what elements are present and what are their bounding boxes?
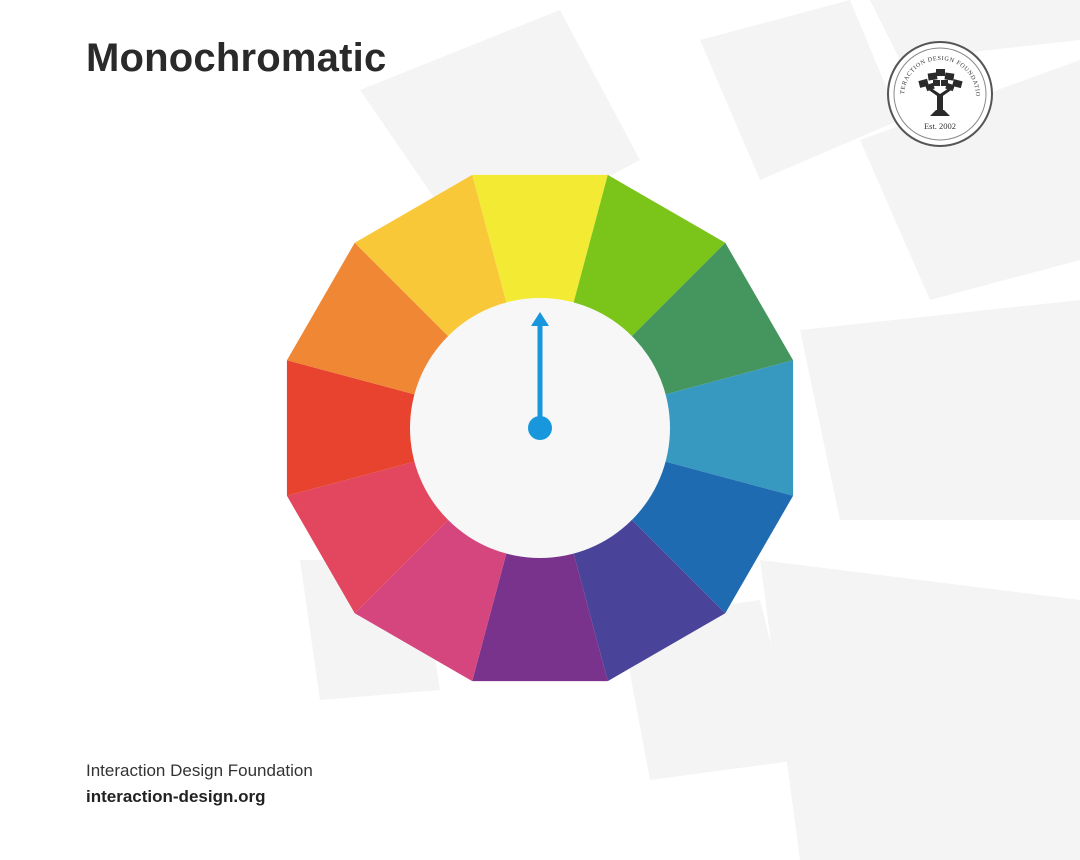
wheel-segment-2 xyxy=(573,174,726,338)
logo-est-text: Est. 2002 xyxy=(924,121,956,131)
wheel-segment-4 xyxy=(663,360,794,496)
wheel-segment-8 xyxy=(354,518,507,682)
footer: Interaction Design Foundation interactio… xyxy=(86,758,313,810)
idf-logo: INTERACTION DESIGN FOUNDATION Est. 2002 xyxy=(886,40,993,147)
arrow-up-icon xyxy=(531,312,549,326)
footer-org-name: Interaction Design Foundation xyxy=(86,761,313,780)
wheel-segments xyxy=(286,174,794,682)
page-title: Monochromatic xyxy=(86,36,387,80)
wheel-segment-1 xyxy=(472,174,608,305)
tree-icon xyxy=(918,69,963,116)
wheel-segment-9 xyxy=(286,461,450,614)
wheel-segment-11 xyxy=(286,242,450,395)
wheel-segment-3 xyxy=(630,242,794,395)
wheel-segment-7 xyxy=(472,551,608,682)
footer-url-link[interactable]: interaction-design.org xyxy=(86,787,266,806)
color-wheel xyxy=(286,174,794,682)
pointer-pivot xyxy=(528,416,552,440)
wheel-segment-6 xyxy=(573,518,726,682)
wheel-segment-10 xyxy=(286,360,417,496)
wheel-segment-12 xyxy=(354,174,507,338)
hue-pointer xyxy=(528,312,552,440)
wheel-segment-5 xyxy=(630,461,794,614)
